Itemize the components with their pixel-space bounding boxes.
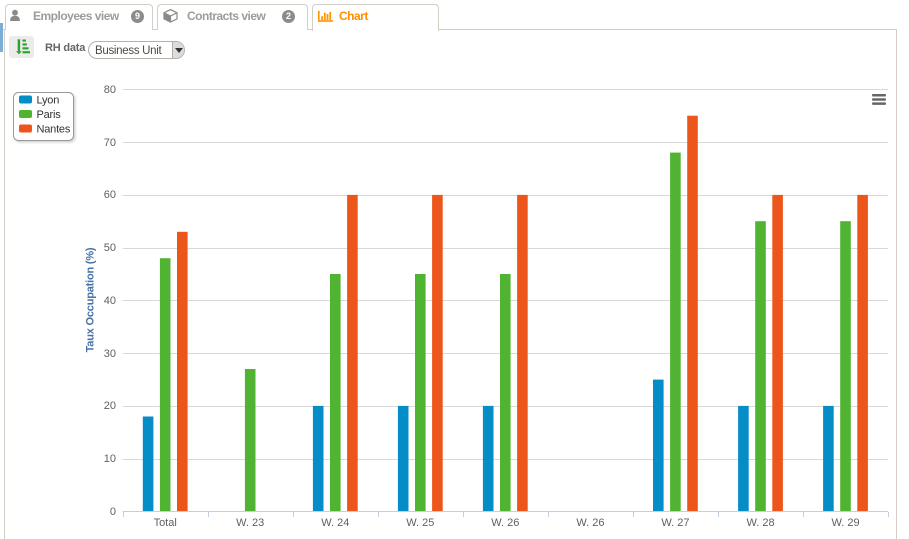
svg-text:50: 50 [104, 242, 116, 254]
svg-text:W. 28: W. 28 [746, 517, 774, 529]
svg-text:W. 25: W. 25 [406, 517, 434, 529]
svg-text:Taux Occupation (%): Taux Occupation (%) [85, 247, 97, 352]
svg-text:W. 26: W. 26 [576, 517, 604, 529]
svg-text:Nantes: Nantes [37, 124, 71, 136]
svg-text:40: 40 [104, 295, 116, 307]
svg-text:Lyon: Lyon [37, 95, 60, 107]
svg-text:70: 70 [104, 137, 116, 149]
svg-text:80: 80 [104, 84, 116, 96]
svg-text:W. 27: W. 27 [661, 517, 689, 529]
svg-text:Total: Total [154, 517, 177, 529]
svg-text:Paris: Paris [37, 109, 62, 121]
svg-text:30: 30 [104, 348, 116, 360]
svg-text:0: 0 [110, 506, 116, 518]
svg-text:60: 60 [104, 189, 116, 201]
svg-text:10: 10 [104, 453, 116, 465]
svg-text:W. 26: W. 26 [491, 517, 519, 529]
svg-text:W. 24: W. 24 [321, 517, 349, 529]
svg-text:W. 29: W. 29 [831, 517, 859, 529]
svg-text:W. 23: W. 23 [236, 517, 264, 529]
svg-text:20: 20 [104, 400, 116, 412]
